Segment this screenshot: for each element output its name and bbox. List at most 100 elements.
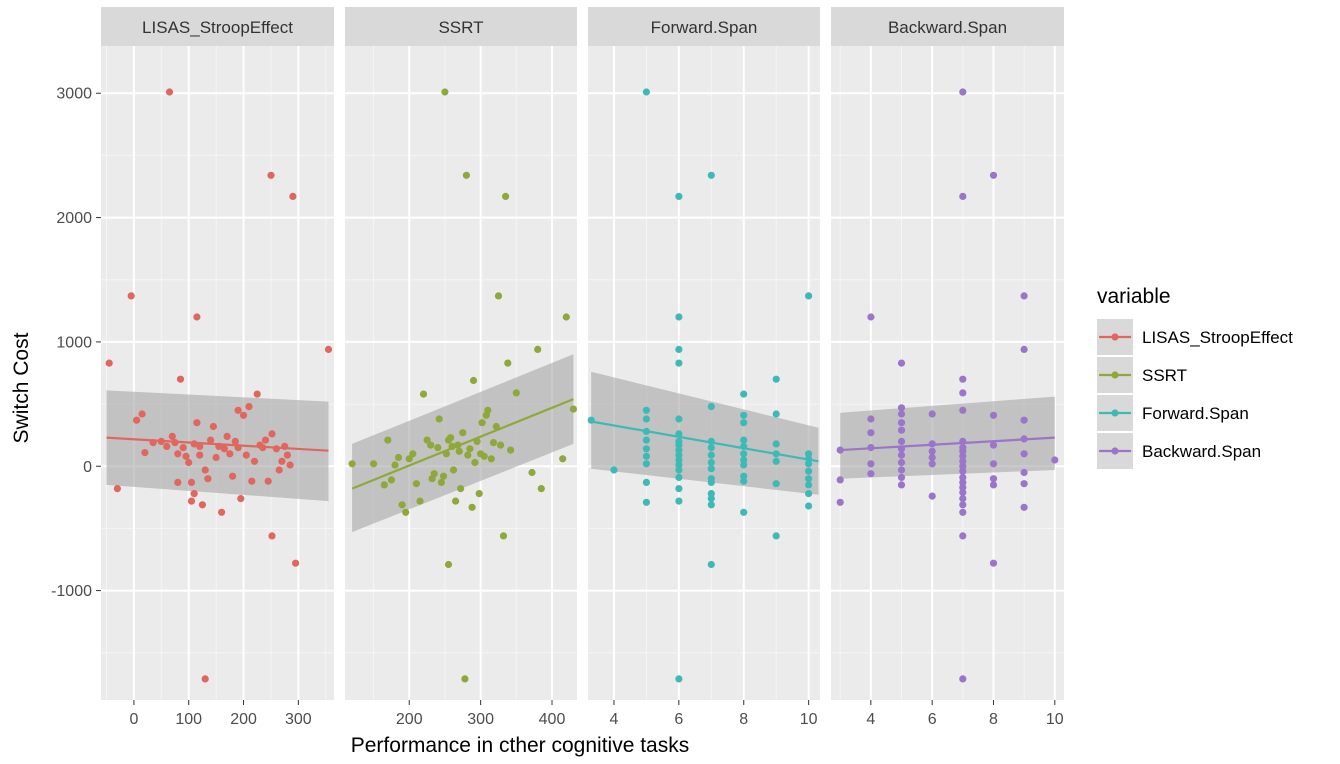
panel-3: Forward.Span 4 6 8 10	[587, 7, 820, 728]
data-point	[959, 488, 967, 496]
data-point	[231, 437, 239, 445]
data-point	[455, 447, 463, 455]
data-point	[348, 460, 356, 468]
data-point	[959, 457, 967, 465]
data-point	[642, 415, 651, 423]
data-point	[805, 490, 813, 498]
data-point	[867, 313, 875, 321]
data-point	[989, 460, 998, 468]
data-point	[1020, 503, 1028, 511]
data-point	[707, 478, 715, 486]
data-point	[675, 441, 683, 449]
data-point	[805, 467, 813, 475]
panel-background	[831, 46, 1064, 700]
data-point	[201, 675, 209, 683]
legend-label: Forward.Span	[1142, 404, 1249, 423]
panel-4: Backward.Span 4 6 8 10	[831, 7, 1064, 728]
data-point	[487, 455, 495, 463]
data-point	[959, 483, 967, 491]
data-point	[427, 441, 435, 449]
data-point	[419, 390, 428, 398]
data-point	[675, 497, 683, 505]
data-point	[1020, 480, 1028, 488]
data-point	[772, 375, 780, 383]
legend: variable LISAS_StroopEffect SSRT Forward.S…	[1097, 285, 1293, 469]
regression-line	[106, 436, 329, 452]
data-point	[675, 675, 683, 683]
legend-key-point	[1111, 371, 1119, 379]
data-point	[642, 436, 651, 444]
data-point	[394, 453, 403, 462]
data-point	[507, 446, 515, 454]
data-point	[468, 503, 476, 511]
data-point	[805, 481, 813, 489]
data-point	[185, 458, 193, 467]
data-point	[182, 452, 190, 460]
data-point	[772, 480, 780, 488]
data-point	[502, 192, 510, 200]
data-point	[469, 376, 478, 385]
legend-item: SSRT	[1097, 357, 1187, 393]
data-point	[897, 481, 906, 489]
y-tick-label: 1000	[56, 334, 92, 351]
x-tick-label: 10	[1046, 711, 1064, 728]
data-point	[707, 451, 715, 459]
data-point	[196, 451, 204, 459]
data-point	[675, 446, 683, 454]
data-point	[897, 451, 906, 459]
data-point	[475, 490, 483, 498]
data-point	[283, 451, 291, 459]
x-tick-label: 300	[285, 711, 312, 728]
x-axis-title: Performance in cther cognitive tasks	[351, 734, 689, 757]
facet-strip-label: Forward.Span	[651, 18, 758, 37]
data-point	[805, 502, 813, 510]
data-point	[959, 389, 967, 397]
data-point	[805, 292, 813, 300]
data-point	[492, 422, 500, 431]
data-point	[412, 480, 420, 488]
data-point	[212, 453, 220, 462]
data-point	[740, 461, 748, 469]
data-point	[1020, 450, 1028, 458]
data-point	[989, 481, 998, 489]
x-tick-label: 100	[175, 711, 202, 728]
data-point	[867, 429, 875, 437]
data-point	[226, 450, 234, 458]
data-point	[740, 472, 748, 480]
data-point	[959, 88, 967, 96]
data-point	[928, 460, 936, 468]
data-point	[642, 406, 651, 414]
data-point	[439, 472, 448, 480]
data-point	[435, 415, 443, 423]
data-point	[405, 455, 413, 463]
data-point	[959, 406, 967, 414]
data-point	[292, 559, 300, 567]
data-point	[772, 410, 780, 418]
data-point	[642, 460, 651, 468]
data-point	[457, 485, 465, 493]
data-point	[675, 466, 683, 474]
data-point	[437, 478, 445, 486]
facet-strip	[831, 7, 1064, 46]
regression-line	[591, 420, 819, 463]
data-point	[897, 466, 906, 474]
data-point	[449, 466, 458, 474]
data-point	[928, 492, 936, 500]
data-point	[512, 389, 520, 397]
data-point	[480, 452, 488, 460]
data-point	[127, 292, 135, 300]
facet-strip-label: Backward.Span	[888, 18, 1007, 37]
data-point	[528, 468, 536, 477]
data-point	[207, 436, 215, 444]
data-point	[707, 171, 715, 179]
data-point	[989, 475, 998, 483]
data-point	[264, 477, 272, 485]
legend-label: Backward.Span	[1142, 442, 1261, 461]
data-point	[380, 481, 388, 489]
data-point	[289, 192, 297, 200]
data-point	[675, 456, 683, 464]
data-point	[267, 171, 275, 179]
data-point	[196, 442, 204, 450]
data-point	[610, 466, 618, 474]
data-point	[248, 477, 256, 485]
